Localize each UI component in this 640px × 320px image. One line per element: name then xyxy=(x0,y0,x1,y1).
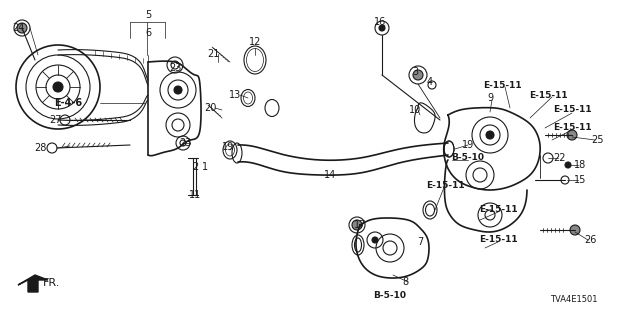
Text: 3: 3 xyxy=(412,67,418,77)
Circle shape xyxy=(413,70,423,80)
Text: E-15-11: E-15-11 xyxy=(529,91,567,100)
Text: 25: 25 xyxy=(592,135,604,145)
Text: 26: 26 xyxy=(584,235,596,245)
Text: E-15-11: E-15-11 xyxy=(479,236,517,244)
Text: TVA4E1501: TVA4E1501 xyxy=(550,295,598,305)
Text: E-15-11: E-15-11 xyxy=(553,106,591,115)
Text: 22: 22 xyxy=(554,153,566,163)
Text: 2: 2 xyxy=(192,162,198,172)
Text: 19: 19 xyxy=(222,142,234,152)
Text: 23: 23 xyxy=(169,63,181,73)
Text: 21: 21 xyxy=(207,49,219,59)
Text: 1: 1 xyxy=(202,162,208,172)
Text: 4: 4 xyxy=(427,77,433,87)
Text: 19: 19 xyxy=(462,140,474,150)
Text: 12: 12 xyxy=(249,37,261,47)
Circle shape xyxy=(570,225,580,235)
Text: 18: 18 xyxy=(574,160,586,170)
Circle shape xyxy=(17,23,27,33)
Text: 9: 9 xyxy=(487,93,493,103)
Circle shape xyxy=(486,131,494,139)
Text: B-5-10: B-5-10 xyxy=(374,291,406,300)
Polygon shape xyxy=(18,275,48,292)
Circle shape xyxy=(174,86,182,94)
Text: 13: 13 xyxy=(229,90,241,100)
Text: 5: 5 xyxy=(145,10,151,20)
Text: 23: 23 xyxy=(179,138,191,148)
Text: E-15-11: E-15-11 xyxy=(426,180,464,189)
Text: 16: 16 xyxy=(374,17,386,27)
Text: 14: 14 xyxy=(324,170,336,180)
Text: 6: 6 xyxy=(145,28,151,38)
Text: 15: 15 xyxy=(574,175,586,185)
Text: FR.: FR. xyxy=(44,278,61,288)
Text: B-5-10: B-5-10 xyxy=(451,154,484,163)
Circle shape xyxy=(567,130,577,140)
Text: 7: 7 xyxy=(417,237,423,247)
Text: 8: 8 xyxy=(402,277,408,287)
Text: 27: 27 xyxy=(49,115,61,125)
Text: 10: 10 xyxy=(409,105,421,115)
Circle shape xyxy=(565,162,571,168)
Circle shape xyxy=(372,237,378,243)
Text: 17: 17 xyxy=(354,220,366,230)
Text: E-4-6: E-4-6 xyxy=(54,98,82,108)
Text: E-15-11: E-15-11 xyxy=(553,124,591,132)
Circle shape xyxy=(352,220,362,230)
Text: 24: 24 xyxy=(12,23,24,33)
Text: 11: 11 xyxy=(189,190,201,200)
Text: E-15-11: E-15-11 xyxy=(479,205,517,214)
Circle shape xyxy=(379,25,385,31)
Text: E-15-11: E-15-11 xyxy=(483,81,522,90)
Circle shape xyxy=(53,82,63,92)
Text: 20: 20 xyxy=(204,103,216,113)
Text: 28: 28 xyxy=(34,143,46,153)
